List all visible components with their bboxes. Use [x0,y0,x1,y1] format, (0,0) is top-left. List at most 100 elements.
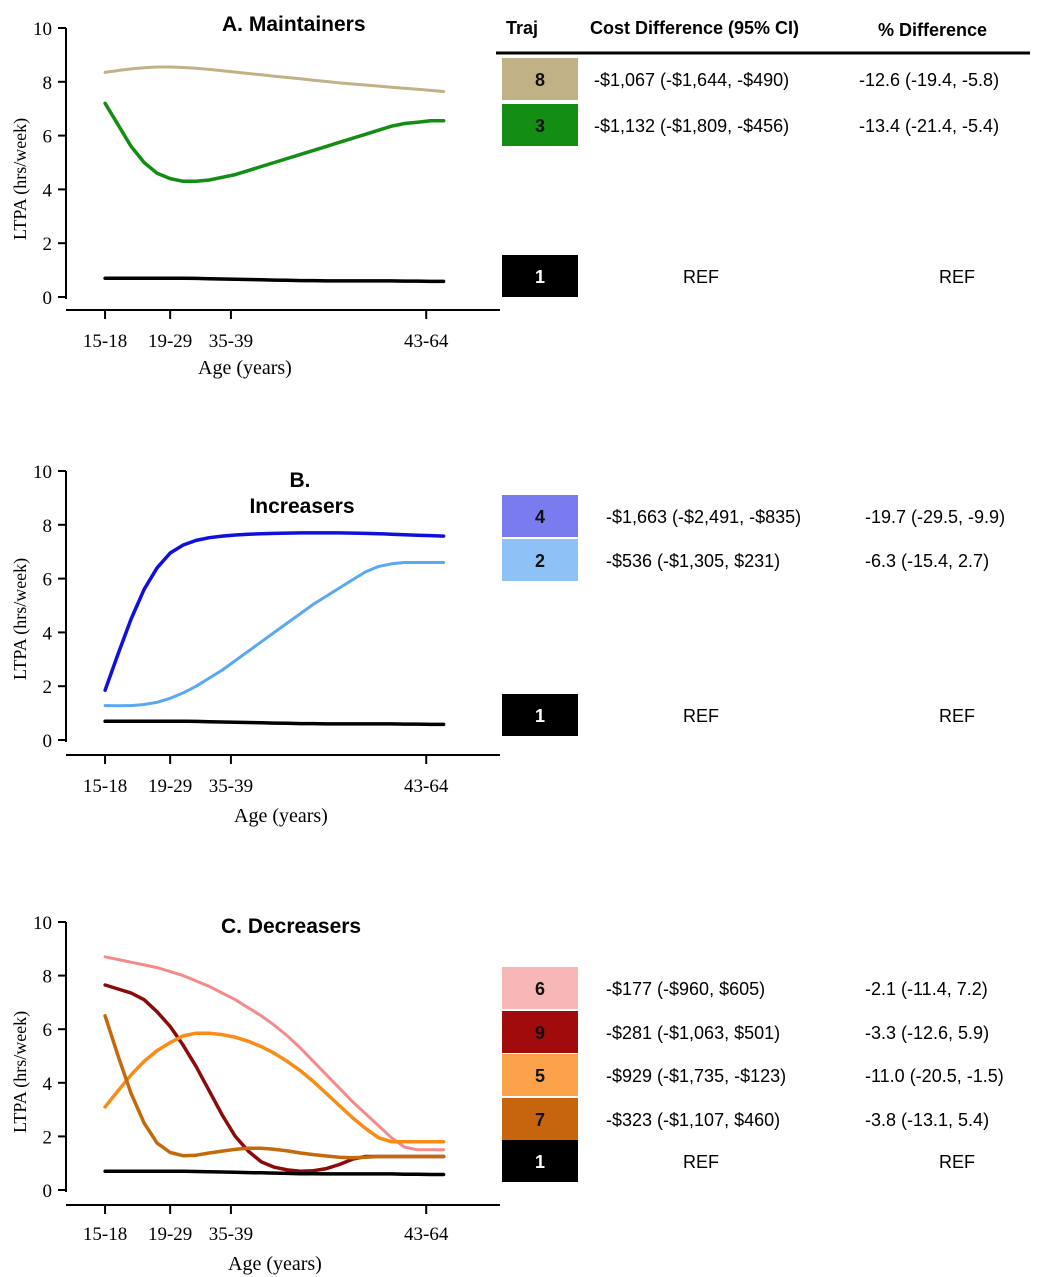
series-line-traj-4 [103,531,446,692]
table-header: Traj Cost Difference (95% CI) % Differen… [496,18,1030,55]
traj-label: 1 [535,706,545,726]
header-percent-difference: % Difference [878,20,987,40]
y-tick-label: 10 [33,462,52,483]
traj-swatch [502,1011,578,1053]
cost-difference-cell: -$177 (-$960, $605) [606,979,765,999]
cost-difference-cell: -$1,663 (-$2,491, -$835) [606,507,801,527]
cost-difference-cell: REF [683,1152,719,1172]
x-tick-label: 15-18 [83,1224,127,1245]
y-tick-label: 0 [43,288,53,309]
x-tick-label: 43-64 [404,776,449,797]
panel-b-table: 4 -$1,663 (-$2,491, -$835) -19.7 (-29.5, -… [502,495,1005,736]
series-line-traj-1 [103,1169,446,1177]
y-tick-label: 6 [43,1020,53,1041]
table-row: 5 -$929 (-$1,735, -$123) -11.0 (-20.5, -1.… [502,1054,1004,1096]
cost-difference-cell: -$281 (-$1,063, $501) [606,1023,780,1043]
series-line-traj-3 [103,101,446,184]
cost-difference-cell: -$929 (-$1,735, -$123) [606,1066,786,1086]
panel-a-title: A. Maintainers [222,13,366,36]
table-row: 1 REF REF [502,1140,975,1182]
percent-difference-cell: REF [939,267,975,287]
traj-swatch [502,1098,578,1140]
table-row: 8 -$1,067 (-$1,644, -$490) -12.6 (-19.4, -… [502,58,999,100]
y-tick-label: 0 [43,1181,53,1202]
traj-swatch [502,495,578,537]
panel-a-series [103,65,446,284]
y-tick-label: 4 [43,180,53,201]
y-tick-label: 4 [43,623,53,644]
y-tick-label: 4 [43,1074,53,1095]
cost-difference-cell: -$1,067 (-$1,644, -$490) [594,70,789,90]
panel-b-axes: 0 2 4 6 8 10 15-18 19-29 35-39 43-64 [33,462,500,797]
x-tick-label: 19-29 [148,1224,192,1245]
x-tick-label: 43-64 [404,1224,449,1245]
percent-difference-cell: -3.8 (-13.1, 5.4) [865,1110,989,1130]
panel-c-series [103,955,446,1177]
panel-b-xlabel: Age (years) [234,805,328,827]
y-tick-label: 8 [43,73,53,94]
panel-c: LTPA (hrs/week) Age (years) C. Decreaser… [10,913,1004,1275]
x-tick-label: 15-18 [83,331,127,352]
panel-c-axes: 0 2 4 6 8 10 15-18 19-29 35-39 43-64 [33,913,500,1245]
y-tick-label: 10 [33,913,52,934]
x-tick-label: 35-39 [209,776,253,797]
y-tick-label: 2 [43,1127,53,1148]
x-tick-label: 19-29 [148,776,192,797]
traj-swatch [502,255,578,297]
y-tick-label: 8 [43,967,53,988]
cost-difference-cell: -$536 (-$1,305, $231) [606,551,780,571]
traj-swatch [502,104,578,146]
traj-label: 8 [535,70,545,90]
series-line-traj-7 [103,1014,446,1160]
traj-label: 4 [535,507,545,527]
cost-difference-cell: REF [683,267,719,287]
percent-difference-cell: -6.3 (-15.4, 2.7) [865,551,989,571]
series-line-traj-8 [103,65,446,93]
table-row: 6 -$177 (-$960, $605) -2.1 (-11.4, 7.2) [502,967,988,1009]
y-tick-label: 10 [33,19,52,40]
y-tick-label: 2 [43,234,53,255]
y-tick-label: 0 [43,731,53,752]
table-row: 1 REF REF [502,694,975,736]
y-tick-label: 6 [43,127,53,148]
traj-label: 1 [535,1152,545,1172]
percent-difference-cell: -12.6 (-19.4, -5.8) [859,70,999,90]
header-traj: Traj [506,18,538,38]
header-cost-difference: Cost Difference (95% CI) [590,18,799,38]
series-line-traj-6 [103,955,446,1152]
table-row: 4 -$1,663 (-$2,491, -$835) -19.7 (-29.5, -… [502,495,1005,537]
table-row: 1 REF REF [502,255,975,297]
table-row: 9 -$281 (-$1,063, $501) -3.3 (-12.6, 5.9) [502,1011,989,1053]
traj-label: 2 [535,551,545,571]
panel-a-axes: 0 2 4 6 8 10 15-18 19-29 35-39 43-64 [33,19,500,352]
series-line-traj-1 [103,719,446,727]
cost-difference-cell: -$323 (-$1,107, $460) [606,1110,780,1130]
percent-difference-cell: REF [939,1152,975,1172]
cost-difference-cell: REF [683,706,719,726]
series-line-traj-5 [103,1031,446,1144]
percent-difference-cell: REF [939,706,975,726]
y-tick-label: 2 [43,677,53,698]
traj-label: 6 [535,979,545,999]
panel-b: LTPA (hrs/week) Age (years) B. Increaser… [10,462,1005,827]
cost-difference-cell: -$1,132 (-$1,809, -$456) [594,116,789,136]
traj-swatch [502,539,578,581]
x-tick-label: 15-18 [83,776,127,797]
traj-swatch [502,1140,578,1182]
percent-difference-cell: -11.0 (-20.5, -1.5) [865,1066,1004,1086]
panel-b-title-line2: Increasers [249,495,354,518]
traj-label: 7 [535,1110,545,1130]
panel-c-ylabel: LTPA (hrs/week) [10,1011,31,1133]
percent-difference-cell: -19.7 (-29.5, -9.9) [865,507,1005,527]
traj-label: 3 [535,116,545,136]
panel-b-title-line1: B. [290,469,311,492]
traj-swatch [502,58,578,100]
percent-difference-cell: -2.1 (-11.4, 7.2) [865,979,988,999]
percent-difference-cell: -13.4 (-21.4, -5.4) [859,116,999,136]
panel-c-title: C. Decreasers [221,915,361,938]
traj-swatch [502,1054,578,1096]
table-row: 2 -$536 (-$1,305, $231) -6.3 (-15.4, 2.7) [502,539,989,581]
traj-label: 1 [535,267,545,287]
panel-a-table: 8 -$1,067 (-$1,644, -$490) -12.6 (-19.4, -… [502,58,999,297]
